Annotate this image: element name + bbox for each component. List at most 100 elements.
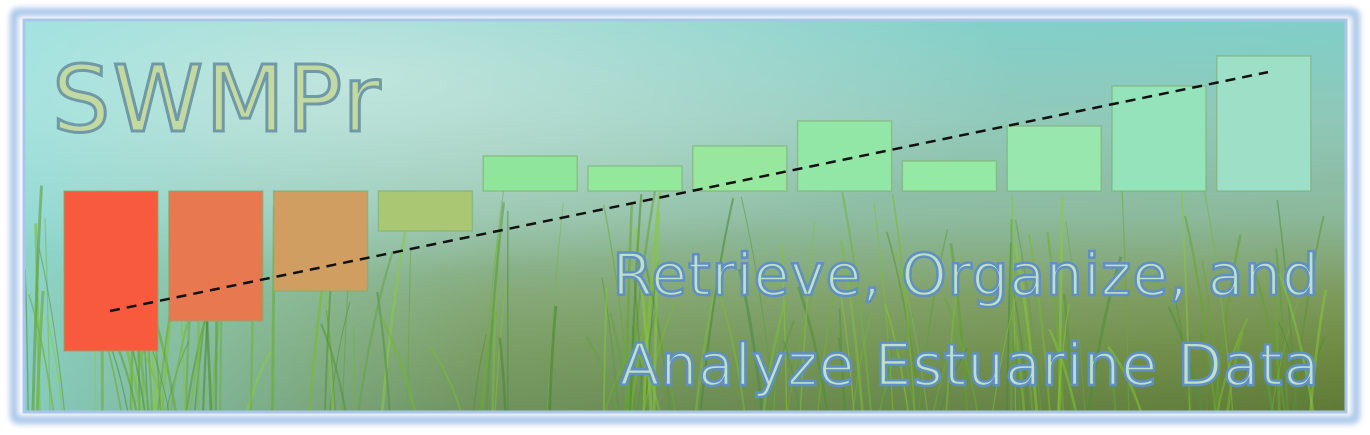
seagrass-blade — [699, 197, 735, 413]
seagrass-blade — [629, 263, 660, 413]
seagrass-blade — [658, 342, 677, 413]
chart-bar — [168, 190, 264, 322]
seagrass-blade — [34, 223, 41, 413]
seagrass-blade — [943, 297, 979, 413]
seagrass-blade — [839, 240, 864, 413]
seagrass-blade — [893, 323, 916, 413]
seagrass-blade — [894, 250, 929, 413]
seagrass-blade — [31, 185, 43, 413]
seagrass-blade — [738, 268, 764, 413]
seagrass-blade — [1173, 293, 1193, 413]
seagrass-blade — [1046, 231, 1065, 413]
seagrass-blade — [352, 326, 356, 413]
seagrass-blade — [945, 256, 962, 413]
seagrass-blade — [547, 305, 558, 413]
seagrass-blade — [1013, 292, 1029, 413]
seagrass-blade — [481, 185, 505, 413]
seagrass-blade — [602, 287, 608, 413]
seagrass-blade — [1226, 331, 1244, 413]
seagrass-blade — [379, 316, 417, 413]
seagrass-blade — [932, 328, 960, 413]
seagrass-blade — [762, 301, 787, 413]
seagrass-blade — [1273, 296, 1281, 413]
seagrass-blade — [1011, 316, 1026, 413]
seagrass-blade — [797, 286, 829, 413]
seagrass-blade — [769, 320, 795, 413]
seagrass-blade — [28, 293, 55, 413]
tagline-line-1: Retrieve, Organize, and — [613, 241, 1320, 309]
chart-bar — [901, 160, 998, 192]
chart-bar — [272, 190, 369, 292]
chart-bar — [692, 145, 788, 192]
seagrass-blade — [1301, 337, 1326, 413]
seagrass-blade — [1013, 243, 1039, 413]
chart-bar — [377, 190, 474, 232]
seagrass-blade — [1309, 289, 1328, 413]
seagrass-blade — [838, 308, 845, 413]
seagrass-blade — [949, 243, 969, 413]
seagrass-blade — [1065, 221, 1086, 413]
seagrass-blade — [498, 337, 507, 413]
seagrass-blade — [852, 311, 873, 413]
seagrass-blade — [884, 304, 909, 413]
seagrass-blade — [817, 283, 837, 413]
seagrass-blade — [1028, 234, 1051, 413]
seagrass-blade — [939, 347, 968, 413]
seagrass-blade — [1251, 264, 1287, 413]
chart-bar — [1216, 55, 1312, 192]
seagrass-blade — [380, 221, 409, 413]
seagrass-blade — [601, 277, 620, 413]
seagrass-blade — [24, 269, 29, 413]
seagrass-blade — [1275, 248, 1289, 413]
seagrass-blade — [992, 268, 1025, 413]
seagrass-blade — [1271, 300, 1299, 413]
seagrass-blade — [799, 221, 816, 413]
chart-bar — [482, 155, 578, 192]
seagrass-blade — [1087, 256, 1123, 413]
seagrass-blade — [320, 323, 347, 413]
chart-bar — [1111, 85, 1207, 192]
seagrass-blade — [839, 288, 855, 413]
seagrass-blade — [642, 191, 662, 413]
tagline-line-2: Analyze Estuarine Data — [620, 331, 1320, 399]
seagrass-blade — [642, 256, 672, 413]
seagrass-blade — [635, 349, 661, 413]
seagrass-blade — [1048, 328, 1078, 413]
seagrass-blade — [629, 194, 643, 413]
chart-bar — [1006, 125, 1102, 192]
chart-bar — [63, 190, 159, 352]
seagrass-blade — [214, 310, 218, 413]
banner-frame-glow — [10, 8, 1360, 424]
seagrass-blade — [1167, 306, 1204, 413]
seagrass-blade — [1258, 351, 1274, 413]
seagrass-blade — [1014, 219, 1042, 413]
seagrass-blade — [694, 281, 719, 413]
seagrass-blade — [1200, 334, 1208, 413]
seagrass-blade — [485, 202, 506, 413]
seagrass-blade — [1292, 216, 1325, 413]
seagrass-blade — [781, 242, 788, 413]
seagrass-blade — [624, 203, 634, 413]
seagrass-blade — [1216, 318, 1249, 413]
seagrass-blade — [429, 346, 463, 413]
seagrass-blade — [782, 340, 801, 413]
seagrass-blade — [1278, 273, 1315, 413]
seagrass-blade — [643, 302, 677, 413]
seagrass-blade — [1103, 321, 1117, 413]
seagrass-blade — [719, 295, 746, 413]
seagrass-blade — [786, 293, 814, 413]
seagrass-blade — [917, 229, 949, 413]
bar-chart — [63, 55, 1312, 352]
banner-frame-border — [22, 18, 1348, 414]
seagrass-blade — [245, 350, 272, 413]
seagrass-blade — [547, 203, 564, 413]
seagrass-blade — [472, 334, 488, 413]
seagrass-blade — [46, 315, 64, 413]
chart-bar — [796, 120, 893, 192]
seagrass-blade — [1011, 340, 1021, 413]
seagrass-blade — [1278, 321, 1306, 413]
seagrass-blade — [1107, 345, 1143, 413]
seagrass-blade — [609, 312, 631, 413]
chart-bar — [587, 165, 683, 192]
